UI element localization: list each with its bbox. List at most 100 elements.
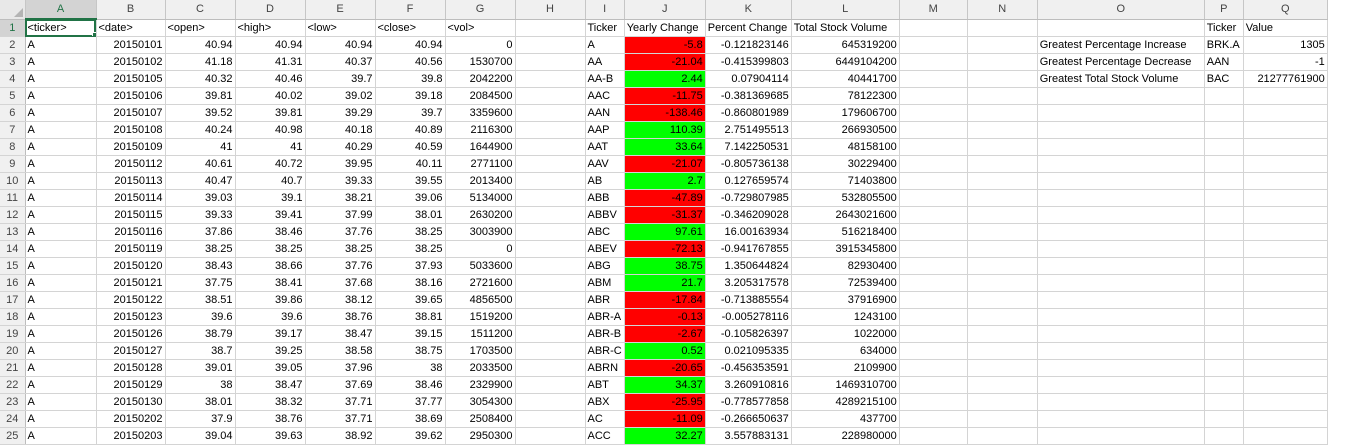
cell-i6[interactable]: AAN	[585, 104, 625, 122]
cell-m12[interactable]	[899, 206, 968, 224]
cell-d15[interactable]: 38.66	[235, 257, 306, 275]
cell-a7[interactable]: A	[25, 121, 97, 139]
cell-k20[interactable]: 0.021095335	[705, 342, 792, 360]
cell-k19[interactable]: -0.105826397	[705, 325, 792, 343]
cell-l10[interactable]: 71403800	[791, 172, 900, 190]
cell-a3[interactable]: A	[25, 53, 97, 71]
cell-g18[interactable]: 1519200	[445, 308, 516, 326]
cell-o5[interactable]	[1037, 87, 1205, 105]
cell-l13[interactable]: 516218400	[791, 223, 900, 241]
cell-e3[interactable]: 40.37	[305, 53, 376, 71]
cell-d24[interactable]: 38.76	[235, 410, 306, 428]
cell-f5[interactable]: 39.18	[375, 87, 446, 105]
cell-n4[interactable]	[967, 70, 1038, 88]
cell-h20[interactable]	[515, 342, 586, 360]
cell-i2[interactable]: A	[585, 36, 625, 54]
cell-b14[interactable]: 20150119	[96, 240, 166, 258]
cell-k12[interactable]: -0.346209028	[705, 206, 792, 224]
cell-d6[interactable]: 39.81	[235, 104, 306, 122]
column-header-j[interactable]: J	[624, 0, 706, 20]
cell-o12[interactable]	[1037, 206, 1205, 224]
cell-l1[interactable]: Total Stock Volume	[791, 19, 900, 37]
cell-e8[interactable]: 40.29	[305, 138, 376, 156]
cell-l20[interactable]: 634000	[791, 342, 900, 360]
cell-m11[interactable]	[899, 189, 968, 207]
cell-i15[interactable]: ABG	[585, 257, 625, 275]
cell-b1[interactable]: <date>	[96, 19, 166, 37]
cell-e14[interactable]: 38.25	[305, 240, 376, 258]
cell-o7[interactable]	[1037, 121, 1205, 139]
cell-g10[interactable]: 2013400	[445, 172, 516, 190]
cell-p21[interactable]	[1204, 359, 1244, 377]
cell-n17[interactable]	[967, 291, 1038, 309]
cell-k16[interactable]: 3.205317578	[705, 274, 792, 292]
cell-j23[interactable]: -25.95	[624, 393, 706, 411]
cell-i24[interactable]: AC	[585, 410, 625, 428]
cell-l2[interactable]: 645319200	[791, 36, 900, 54]
cell-c8[interactable]: 41	[165, 138, 236, 156]
cell-a5[interactable]: A	[25, 87, 97, 105]
cell-a21[interactable]: A	[25, 359, 97, 377]
cell-e24[interactable]: 37.71	[305, 410, 376, 428]
cell-l3[interactable]: 6449104200	[791, 53, 900, 71]
cell-d22[interactable]: 38.47	[235, 376, 306, 394]
cell-i13[interactable]: ABC	[585, 223, 625, 241]
cell-j16[interactable]: 21.7	[624, 274, 706, 292]
cell-o15[interactable]	[1037, 257, 1205, 275]
cell-p7[interactable]	[1204, 121, 1244, 139]
cell-j20[interactable]: 0.52	[624, 342, 706, 360]
cell-f16[interactable]: 38.16	[375, 274, 446, 292]
cell-h8[interactable]	[515, 138, 586, 156]
row-header[interactable]: 18	[0, 308, 26, 326]
row-header[interactable]: 5	[0, 87, 26, 105]
cell-b13[interactable]: 20150116	[96, 223, 166, 241]
cell-m7[interactable]	[899, 121, 968, 139]
cell-g21[interactable]: 2033500	[445, 359, 516, 377]
cell-i3[interactable]: AA	[585, 53, 625, 71]
cell-e17[interactable]: 38.12	[305, 291, 376, 309]
cell-l24[interactable]: 437700	[791, 410, 900, 428]
cell-i8[interactable]: AAT	[585, 138, 625, 156]
cell-p4[interactable]: BAC	[1204, 70, 1244, 88]
cell-q6[interactable]	[1243, 104, 1328, 122]
cell-l21[interactable]: 2109900	[791, 359, 900, 377]
cell-b22[interactable]: 20150129	[96, 376, 166, 394]
cell-e12[interactable]: 37.99	[305, 206, 376, 224]
column-header-p[interactable]: P	[1204, 0, 1244, 20]
cell-c5[interactable]: 39.81	[165, 87, 236, 105]
cell-h12[interactable]	[515, 206, 586, 224]
cell-m1[interactable]	[899, 19, 968, 37]
cell-j6[interactable]: -138.46	[624, 104, 706, 122]
cell-m2[interactable]	[899, 36, 968, 54]
row-header[interactable]: 23	[0, 393, 26, 411]
cell-i16[interactable]: ABM	[585, 274, 625, 292]
cell-o21[interactable]	[1037, 359, 1205, 377]
cell-c10[interactable]: 40.47	[165, 172, 236, 190]
cell-k18[interactable]: -0.005278116	[705, 308, 792, 326]
cell-n3[interactable]	[967, 53, 1038, 71]
column-header-e[interactable]: E	[305, 0, 376, 20]
column-header-a[interactable]: A	[25, 0, 97, 20]
cell-c24[interactable]: 37.9	[165, 410, 236, 428]
cell-q23[interactable]	[1243, 393, 1328, 411]
cell-a14[interactable]: A	[25, 240, 97, 258]
cell-f12[interactable]: 38.01	[375, 206, 446, 224]
cell-p13[interactable]	[1204, 223, 1244, 241]
cell-p11[interactable]	[1204, 189, 1244, 207]
cell-k6[interactable]: -0.860801989	[705, 104, 792, 122]
cell-k21[interactable]: -0.456353591	[705, 359, 792, 377]
cell-j15[interactable]: 38.75	[624, 257, 706, 275]
cell-e22[interactable]: 37.69	[305, 376, 376, 394]
cell-p6[interactable]	[1204, 104, 1244, 122]
row-header[interactable]: 13	[0, 223, 26, 241]
cell-e20[interactable]: 38.58	[305, 342, 376, 360]
cell-m6[interactable]	[899, 104, 968, 122]
cell-d10[interactable]: 40.7	[235, 172, 306, 190]
cell-p25[interactable]	[1204, 427, 1244, 445]
cell-l18[interactable]: 1243100	[791, 308, 900, 326]
cell-l19[interactable]: 1022000	[791, 325, 900, 343]
cell-e16[interactable]: 37.68	[305, 274, 376, 292]
cell-n2[interactable]	[967, 36, 1038, 54]
cell-i17[interactable]: ABR	[585, 291, 625, 309]
cell-a2[interactable]: A	[25, 36, 97, 54]
